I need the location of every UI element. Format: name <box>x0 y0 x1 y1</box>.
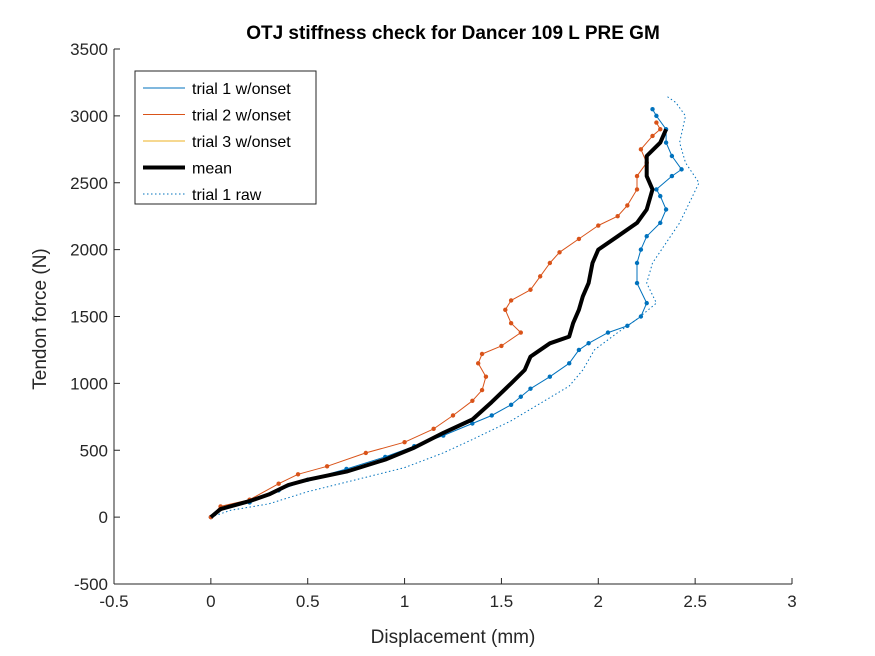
y-tick-label: 3500 <box>70 40 108 59</box>
y-tick-label: 2500 <box>70 174 108 193</box>
series-point-0 <box>644 234 649 239</box>
series-point-0 <box>508 402 514 407</box>
series-point-0 <box>663 140 669 145</box>
x-tick-label: 3 <box>787 592 796 611</box>
series-point-1 <box>499 343 504 349</box>
series-point-1 <box>276 481 281 486</box>
series-point-1 <box>450 413 456 418</box>
series-point-0 <box>658 193 663 199</box>
x-tick-label: 2.5 <box>683 592 707 611</box>
series-point-0 <box>663 207 669 212</box>
series-point-1 <box>363 450 369 456</box>
series-point-0 <box>638 247 644 252</box>
chart-title: OTJ stiffness check for Dancer 109 L PRE… <box>246 23 660 44</box>
series-point-1 <box>625 203 630 208</box>
series-point-0 <box>669 173 675 179</box>
x-axis-label: Displacement (mm) <box>371 627 536 648</box>
series-point-1 <box>557 250 562 255</box>
series-point-1 <box>576 236 582 242</box>
legend-box <box>134 70 317 205</box>
series-point-0 <box>567 361 572 366</box>
series-point-0 <box>547 374 553 379</box>
series-point-1 <box>528 287 533 292</box>
series-point-1 <box>634 187 640 192</box>
series-point-1 <box>470 398 475 403</box>
legend-label: trial 3 w/onset <box>192 134 291 151</box>
series-point-0 <box>489 413 494 418</box>
y-tick-label: -500 <box>74 575 108 594</box>
series-point-0 <box>586 341 591 346</box>
x-tick-label: 0.5 <box>296 592 320 611</box>
series-point-0 <box>650 106 655 112</box>
series-point-1 <box>547 260 553 266</box>
legend-label: trial 1 w/onset <box>192 81 291 98</box>
y-tick-label: 1500 <box>70 308 108 327</box>
x-tick-label: 1 <box>400 592 409 611</box>
series-line-3 <box>209 128 668 519</box>
series-point-1 <box>596 223 601 228</box>
series-point-1 <box>508 298 514 303</box>
series-point-0 <box>605 330 611 335</box>
series-point-0 <box>528 386 533 391</box>
y-tick-label: 1000 <box>70 374 108 393</box>
series-point-1 <box>518 330 523 335</box>
series-point-0 <box>638 314 644 319</box>
series-point-1 <box>508 320 514 326</box>
series-point-0 <box>634 280 640 286</box>
x-tick-label: 1.5 <box>490 592 514 611</box>
series-point-1 <box>503 307 508 313</box>
plot-area <box>208 95 700 520</box>
series-point-1 <box>483 374 489 379</box>
series-point-0 <box>658 220 663 226</box>
y-tick-label: 3000 <box>70 107 108 126</box>
series-point-1 <box>615 213 620 219</box>
x-tick-label: -0.5 <box>99 592 128 611</box>
series-point-0 <box>470 421 475 426</box>
series-point-1 <box>324 464 330 469</box>
series-point-0 <box>518 394 523 399</box>
legend-label: trial 1 raw <box>192 187 262 204</box>
y-tick-label: 2000 <box>70 241 108 260</box>
series-point-0 <box>679 167 684 172</box>
series-point-0 <box>654 187 659 192</box>
y-tick-label: 0 <box>99 508 108 527</box>
series-point-1 <box>479 351 485 357</box>
axes: -0.5 0 0.5 1 1.5 2 2.5 3 -500 0 500 1000 1500 2000 250… <box>70 40 797 611</box>
series-point-0 <box>644 300 649 306</box>
series-point-0 <box>625 323 630 329</box>
series-point-1 <box>658 127 663 132</box>
series-point-1 <box>295 472 301 477</box>
series-point-0 <box>576 347 582 353</box>
legend: trial 1 w/onset trial 2 w/onset trial 3 w/… <box>134 70 317 205</box>
series-point-1 <box>431 426 436 432</box>
series-point-0 <box>654 113 659 119</box>
series-point-0 <box>634 260 640 266</box>
series-point-1 <box>475 361 481 366</box>
legend-label: trial 2 w/onset <box>192 108 291 125</box>
series-point-0 <box>669 153 675 159</box>
x-tick-label: 0 <box>206 592 215 611</box>
series-point-1 <box>654 120 659 125</box>
x-tick-label: 2 <box>594 592 603 611</box>
y-tick-label: 500 <box>80 441 108 460</box>
legend-label: mean <box>192 161 232 178</box>
y-axis-label: Tendon force (N) <box>30 248 51 390</box>
series-point-1 <box>479 387 485 393</box>
series-point-1 <box>634 173 640 179</box>
series-point-1 <box>537 274 543 279</box>
series-point-1 <box>402 440 407 445</box>
series-point-1 <box>650 133 655 139</box>
series-point-1 <box>638 147 644 152</box>
